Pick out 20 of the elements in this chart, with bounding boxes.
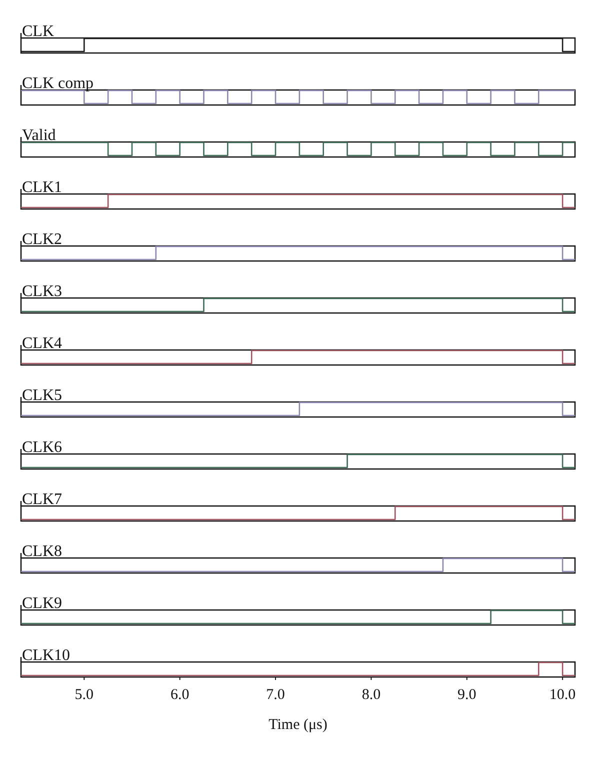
x-tick-label: 8.0: [362, 687, 381, 703]
legend-label: CLK: [22, 23, 54, 40]
series-label: Valid: [22, 127, 56, 144]
series-label: CLK2: [22, 231, 62, 248]
series-label: CLK6: [22, 439, 62, 456]
x-tick-label: 9.0: [458, 687, 476, 703]
series-label: CLK5: [22, 387, 62, 404]
series-label: CLK4: [22, 335, 62, 352]
series-label: CLK comp: [22, 75, 94, 92]
series-label: CLK1: [22, 179, 62, 196]
series-label: CLK10: [22, 647, 70, 664]
series-label: CLK3: [22, 283, 62, 300]
x-axis-title: Time (μs): [268, 717, 328, 733]
x-tick-label: 7.0: [266, 687, 285, 703]
series-label: CLK9: [22, 595, 62, 612]
x-tick-label: 10.0: [549, 687, 576, 703]
x-tick-label: 5.0: [74, 687, 94, 703]
series-label: CLK8: [22, 543, 62, 560]
x-tick-label: 6.0: [170, 687, 190, 703]
series-label: CLK7: [22, 491, 62, 508]
